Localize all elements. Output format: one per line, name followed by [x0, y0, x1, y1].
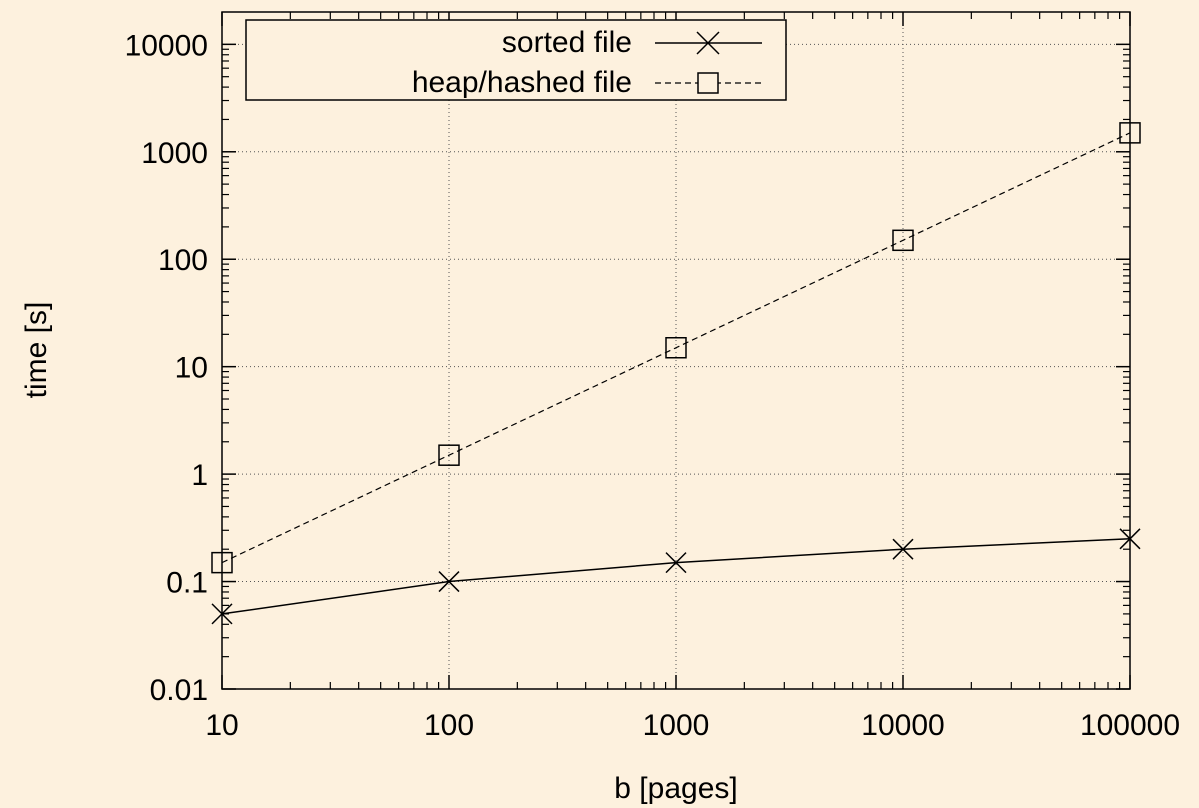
data-point-heap-hashed-file	[1119, 122, 1141, 144]
y-tick-label: 10000	[125, 29, 208, 62]
data-point-sorted-file	[892, 538, 914, 560]
x-tick-label: 10000	[861, 709, 944, 742]
axis-ticks	[221, 12, 1131, 690]
y-tick-labels: 0.01 0.1 1 10 100 1000 10000	[125, 29, 208, 707]
y-tick-label: 1	[191, 459, 208, 492]
legend-label-sorted-file: sorted file	[502, 26, 632, 59]
y-tick-label: 100	[158, 244, 208, 277]
data-point-sorted-file	[1119, 528, 1141, 550]
y-tick-label: 10	[175, 352, 208, 385]
data-point-sorted-file	[211, 603, 233, 625]
legend-label-heap-hashed-file: heap/hashed file	[412, 66, 632, 99]
data-point-sorted-file	[438, 571, 460, 593]
y-tick-label: 0.01	[150, 674, 208, 707]
data-point-heap-hashed-file	[665, 337, 687, 359]
data-point-heap-hashed-file	[438, 444, 460, 466]
data-point-heap-hashed-file	[211, 551, 233, 574]
legend: sorted file heap/hashed file	[245, 19, 787, 101]
x-tick-label: 10	[205, 709, 238, 742]
x-tick-labels: 10 100 1000 10000 100000	[205, 709, 1180, 742]
y-tick-label: 0.1	[166, 567, 208, 600]
y-axis-title: time [s]	[20, 302, 53, 399]
series-line-heap-hashed-file	[221, 132, 1131, 564]
plot-frame	[221, 11, 1131, 690]
x-axis-title: b [pages]	[614, 772, 737, 805]
grid	[222, 12, 1130, 689]
data-point-heap-hashed-file	[892, 229, 914, 252]
series	[211, 122, 1141, 625]
legend-square-marker	[697, 72, 719, 94]
legend-box	[245, 19, 787, 101]
x-tick-label: 100	[424, 709, 474, 742]
legend-cross-marker	[696, 31, 720, 55]
x-tick-label: 100000	[1080, 709, 1180, 742]
y-tick-label: 1000	[141, 137, 208, 170]
data-point-sorted-file	[665, 552, 687, 574]
x-tick-label: 1000	[643, 709, 710, 742]
